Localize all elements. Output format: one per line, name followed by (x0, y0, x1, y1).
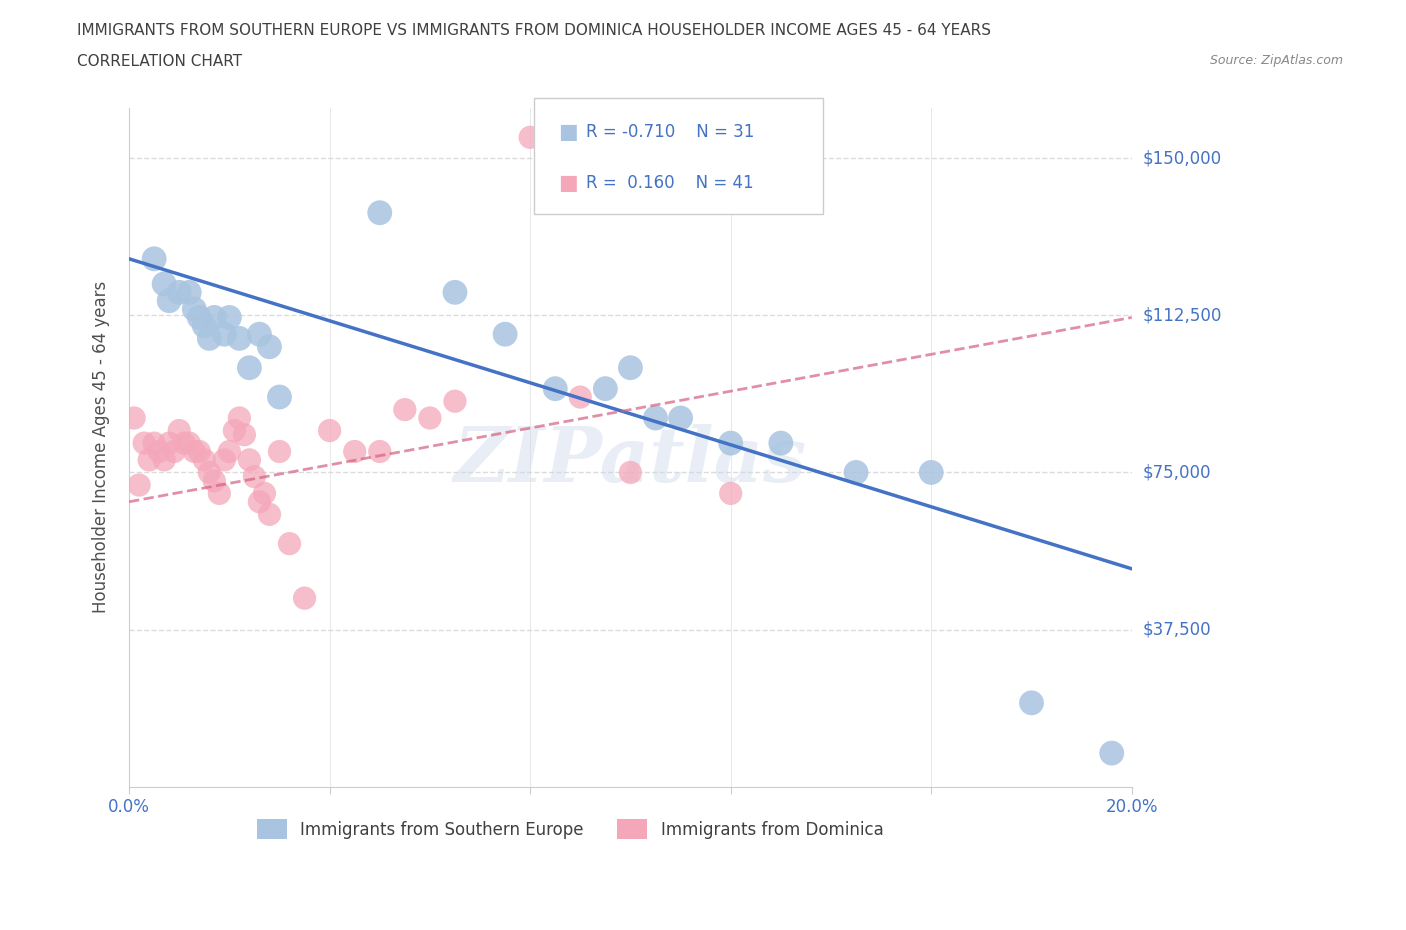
Legend: Immigrants from Southern Europe, Immigrants from Dominica: Immigrants from Southern Europe, Immigra… (250, 813, 890, 846)
Point (153, 452, 176, 467)
Point (179, 435, 201, 450)
Text: Source: ZipAtlas.com: Source: ZipAtlas.com (1209, 54, 1343, 67)
Point (569, 390, 592, 405)
Point (202, 473, 225, 488)
Point (253, 486, 276, 501)
Point (294, 591, 316, 605)
Point (720, 435, 742, 450)
Point (769, 435, 792, 450)
Point (167, 423, 190, 438)
Point (143, 251, 166, 266)
Text: ■: ■ (558, 172, 578, 193)
Point (148, 444, 170, 458)
Point (494, 326, 516, 341)
Point (249, 326, 271, 341)
Point (202, 310, 225, 325)
Point (269, 444, 291, 458)
Point (157, 435, 180, 450)
Point (208, 486, 231, 501)
Point (193, 318, 215, 333)
Point (153, 276, 176, 291)
Point (198, 465, 221, 480)
Point (619, 360, 641, 375)
Point (669, 410, 692, 425)
Point (173, 435, 195, 450)
Point (318, 423, 340, 438)
Point (845, 465, 868, 480)
Point (183, 301, 205, 316)
Point (394, 402, 416, 417)
Point (343, 444, 366, 458)
Point (1021, 696, 1043, 711)
Point (720, 486, 742, 501)
Point (228, 331, 250, 346)
Text: R = -0.710    N = 31: R = -0.710 N = 31 (586, 124, 755, 141)
Point (218, 310, 240, 325)
Text: R =  0.160    N = 41: R = 0.160 N = 41 (586, 174, 754, 192)
Point (143, 435, 166, 450)
Point (368, 206, 391, 220)
Point (198, 331, 221, 346)
Point (163, 444, 186, 458)
Point (920, 465, 942, 480)
Point (269, 390, 291, 405)
Point (214, 326, 236, 341)
Point (193, 452, 215, 467)
Point (419, 410, 441, 425)
Point (188, 310, 211, 325)
Text: IMMIGRANTS FROM SOUTHERN EUROPE VS IMMIGRANTS FROM DOMINICA HOUSEHOLDER INCOME A: IMMIGRANTS FROM SOUTHERN EUROPE VS IMMIG… (77, 23, 991, 38)
Point (128, 478, 150, 493)
Point (218, 444, 240, 458)
Text: $75,000: $75,000 (1143, 463, 1212, 482)
Point (259, 507, 281, 522)
Point (214, 452, 236, 467)
Point (157, 293, 180, 308)
Point (224, 423, 246, 438)
Point (228, 410, 250, 425)
Point (167, 285, 190, 299)
Point (444, 285, 467, 299)
Y-axis label: Householder Income Ages 45 - 64 years: Householder Income Ages 45 - 64 years (93, 281, 110, 614)
Point (243, 470, 266, 485)
Point (1101, 746, 1123, 761)
Point (183, 444, 205, 458)
Point (238, 360, 260, 375)
Text: $37,500: $37,500 (1143, 620, 1212, 639)
Point (138, 452, 160, 467)
Point (188, 444, 211, 458)
Point (134, 435, 156, 450)
Point (368, 444, 391, 458)
Text: CORRELATION CHART: CORRELATION CHART (77, 54, 242, 69)
Text: ■: ■ (558, 122, 578, 142)
Text: $150,000: $150,000 (1143, 150, 1222, 167)
Point (519, 130, 541, 145)
Point (595, 381, 617, 396)
Point (644, 410, 666, 425)
Point (238, 452, 260, 467)
Point (259, 339, 281, 354)
Point (544, 381, 567, 396)
Text: $112,500: $112,500 (1143, 306, 1222, 325)
Point (122, 410, 145, 425)
Point (278, 537, 301, 551)
Point (444, 393, 467, 408)
Point (179, 285, 201, 299)
Text: ZIPatlas: ZIPatlas (454, 424, 807, 498)
Point (249, 495, 271, 510)
Point (619, 465, 641, 480)
Point (233, 427, 256, 442)
